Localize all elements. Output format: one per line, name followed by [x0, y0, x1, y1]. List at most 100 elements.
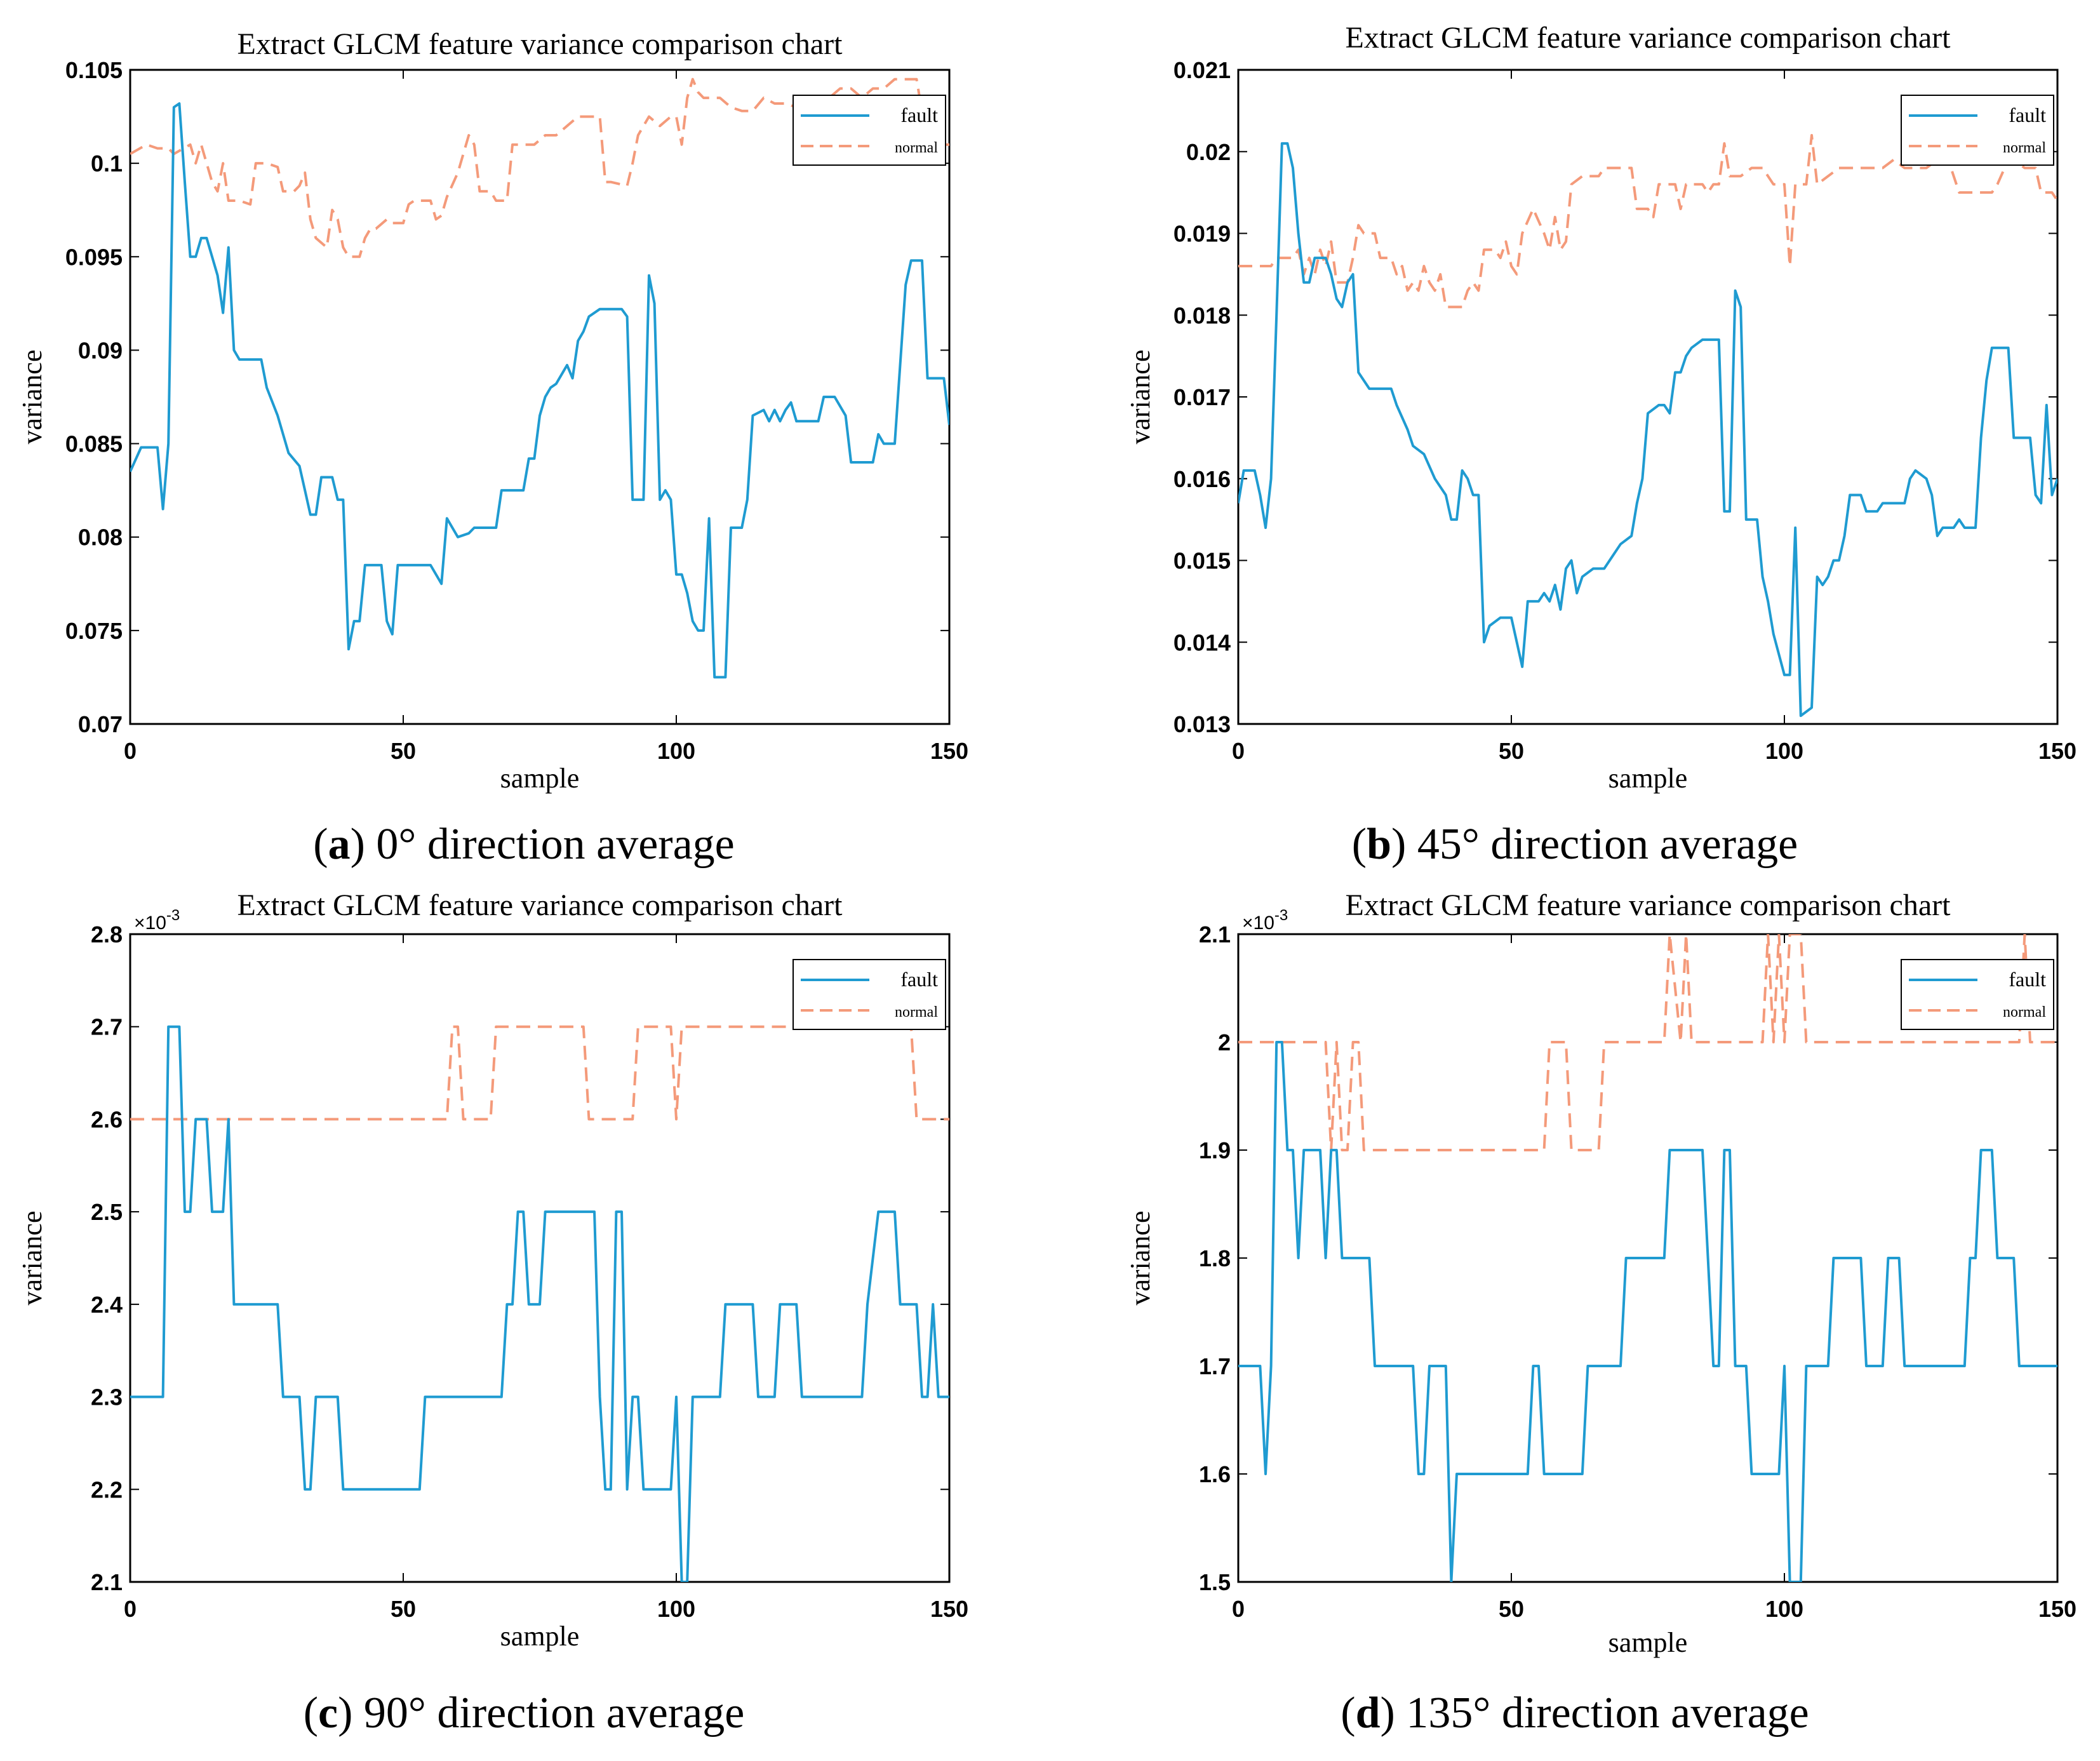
- x-tick-label-b: 50: [1499, 738, 1524, 764]
- y-multiplier-c: ×10-3: [134, 907, 180, 934]
- y-tick-label-d: 1.6: [1199, 1461, 1231, 1487]
- plot-area-c: [129, 933, 951, 1583]
- x-tick-label-c: 100: [657, 1596, 695, 1622]
- y-tick-label-d: 1.9: [1199, 1137, 1231, 1163]
- x-axis-label-c: sample: [500, 1621, 580, 1652]
- chart-panel-d: Extract GLCM feature variance comparison…: [1051, 880, 2099, 1760]
- y-tick-label-c: 2.3: [91, 1384, 123, 1410]
- y-tick-label-a: 0.095: [65, 244, 123, 270]
- y-tick-label-b: 0.018: [1174, 302, 1231, 328]
- plot-area-a: [129, 69, 951, 725]
- x-tick-label-d: 100: [1765, 1596, 1803, 1622]
- y-tick-label-d: 2.1: [1199, 921, 1231, 947]
- y-tick-label-b: 0.017: [1174, 384, 1231, 410]
- x-tick-label-c: 50: [391, 1596, 416, 1622]
- y-tick-label-b: 0.015: [1174, 548, 1231, 574]
- chart-title-c: Extract GLCM feature variance comparison…: [237, 888, 843, 922]
- y-tick-label-b: 0.016: [1174, 466, 1231, 492]
- x-tick-label-d: 0: [1232, 1596, 1245, 1622]
- chart-b-svg: Extract GLCM feature variance comparison…: [1125, 21, 2077, 794]
- caption-a: (a) 0° direction average: [313, 820, 735, 869]
- series-fault-line-d: [1238, 1041, 2057, 1582]
- legend-label-normal-a: normal: [895, 140, 938, 156]
- y-tick-label-a: 0.09: [78, 337, 123, 363]
- series-fault-line-a: [130, 102, 949, 679]
- chart-d-svg: Extract GLCM feature variance comparison…: [1125, 888, 2077, 1658]
- y-axis-label-a: variance: [17, 350, 48, 445]
- x-tick-label-a: 150: [930, 738, 968, 764]
- y-tick-label-d: 1.5: [1199, 1569, 1231, 1595]
- y-axis-label-d: variance: [1125, 1211, 1156, 1306]
- caption-b-label: b: [1367, 820, 1392, 869]
- y-multiplier-exp-c: -3: [166, 907, 180, 924]
- y-multiplier-d: ×10-3: [1242, 907, 1288, 934]
- y-tick-label-c: 2.1: [91, 1569, 123, 1595]
- chart-panel-c: Extract GLCM feature variance comparison…: [0, 880, 1048, 1760]
- x-tick-label-b: 100: [1765, 738, 1803, 764]
- y-tick-label-d: 1.7: [1199, 1353, 1231, 1379]
- series-fault-line-c: [130, 1025, 949, 1582]
- chart-c-svg: Extract GLCM feature variance comparison…: [17, 888, 968, 1652]
- legend-label-fault-b: fault: [2009, 104, 2046, 126]
- caption-c-text: 90° direction average: [363, 1689, 745, 1738]
- y-tick-label-d: 2: [1218, 1029, 1231, 1055]
- caption-a-label: a: [328, 820, 351, 869]
- x-axis-label-a: sample: [500, 763, 580, 794]
- x-axis-label-b: sample: [1608, 763, 1688, 794]
- y-tick-label-b: 0.021: [1174, 57, 1231, 83]
- y-axis-label-c: variance: [17, 1211, 48, 1306]
- chart-a-svg: Extract GLCM feature variance comparison…: [17, 27, 968, 794]
- chart-panel-a: Extract GLCM feature variance comparison…: [0, 0, 1048, 880]
- legend-label-normal-c: normal: [895, 1004, 938, 1021]
- caption-b: (b) 45° direction average: [1351, 820, 1798, 869]
- legend-label-fault-c: fault: [900, 968, 938, 991]
- y-tick-label-c: 2.7: [91, 1014, 123, 1040]
- legend-label-normal-b: normal: [2003, 140, 2046, 156]
- y-tick-label-a: 0.07: [78, 711, 123, 737]
- x-tick-label-c: 150: [930, 1596, 968, 1622]
- chart-title-d: Extract GLCM feature variance comparison…: [1346, 888, 1951, 922]
- x-tick-label-c: 0: [124, 1596, 137, 1622]
- y-tick-label-b: 0.013: [1174, 711, 1231, 737]
- series-normal-line-b: [1238, 134, 2057, 309]
- legend-box-a: [793, 95, 946, 166]
- x-tick-label-d: 150: [2038, 1596, 2077, 1622]
- caption-c-label: c: [318, 1689, 338, 1738]
- caption-b-text: 45° direction average: [1417, 820, 1798, 869]
- legend-label-normal-d: normal: [2003, 1004, 2046, 1021]
- x-tick-label-a: 50: [391, 738, 416, 764]
- caption-a-text: 0° direction average: [376, 820, 735, 869]
- legend-box-c: [793, 959, 946, 1030]
- y-tick-label-b: 0.019: [1174, 221, 1231, 247]
- x-tick-label-d: 50: [1499, 1596, 1524, 1622]
- x-axis-label-d: sample: [1608, 1627, 1688, 1658]
- legend-box-d: [1901, 959, 2054, 1030]
- plot-area-b: [1237, 69, 2059, 725]
- x-tick-label-b: 0: [1232, 738, 1245, 764]
- y-tick-label-a: 0.08: [78, 525, 123, 551]
- x-tick-label-b: 150: [2038, 738, 2077, 764]
- chart-title-a: Extract GLCM feature variance comparison…: [237, 27, 843, 61]
- y-tick-label-b: 0.014: [1174, 629, 1231, 655]
- legend-label-fault-d: fault: [2009, 968, 2046, 991]
- caption-d: (d) 135° direction average: [1341, 1689, 1809, 1738]
- y-tick-label-a: 0.085: [65, 431, 123, 457]
- series-fault-line-b: [1238, 142, 2057, 718]
- y-tick-label-a: 0.075: [65, 618, 123, 644]
- y-tick-label-c: 2.4: [91, 1292, 123, 1318]
- legend-box-b: [1901, 95, 2054, 166]
- chart-panel-b: Extract GLCM feature variance comparison…: [1051, 0, 2099, 880]
- y-axis-label-b: variance: [1125, 350, 1156, 445]
- chart-title-b: Extract GLCM feature variance comparison…: [1346, 21, 1951, 55]
- y-tick-label-a: 0.1: [91, 151, 123, 177]
- y-tick-label-c: 2.5: [91, 1199, 123, 1225]
- y-multiplier-exp-d: -3: [1274, 907, 1288, 924]
- legend-label-fault-a: fault: [900, 104, 938, 126]
- x-tick-label-a: 100: [657, 738, 695, 764]
- y-tick-label-c: 2.6: [91, 1106, 123, 1132]
- y-tick-label-c: 2.2: [91, 1476, 123, 1503]
- y-tick-label-a: 0.105: [65, 57, 123, 83]
- series-normal-line-d: [1238, 934, 2057, 1151]
- y-tick-label-c: 2.8: [91, 921, 123, 947]
- series-normal-line-a: [130, 77, 949, 258]
